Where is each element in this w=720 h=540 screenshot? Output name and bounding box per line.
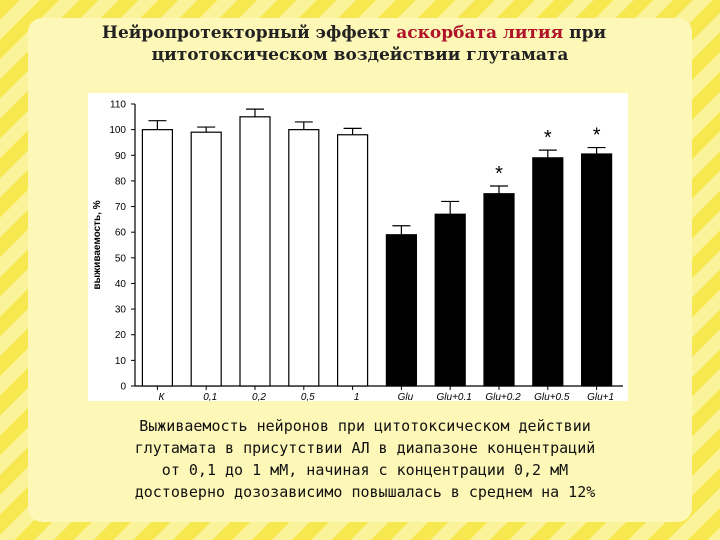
caption: Выживаемость нейронов при цитотоксическо… (80, 415, 650, 503)
significance-marker: * (593, 125, 601, 147)
y-tick-label: 60 (115, 228, 127, 239)
bar (434, 213, 466, 387)
y-tick-label: 50 (115, 253, 127, 264)
x-tick-label: 0,5 (301, 392, 315, 401)
chart-labels: 0 10 20 30 40 50 60 70 80 90 100 110 выживаемость, %… (92, 100, 614, 402)
x-tick-label: Glu+0.5 (534, 392, 570, 401)
significance-marker: * (544, 127, 552, 149)
x-tick-label: Glu (398, 392, 414, 401)
title-line-2: цитотоксическом воздействии глутамата (151, 45, 569, 65)
y-tick-label: 110 (110, 100, 126, 111)
bar-chart: 0 10 20 30 40 50 60 70 80 90 100 110 выживаемость, %… (88, 93, 628, 401)
bar (239, 116, 271, 387)
x-tick-label: Glu+0.1 (437, 392, 472, 401)
x-tick-label: К (158, 392, 165, 401)
bar (337, 134, 369, 387)
caption-line: от 0,1 до 1 мМ, начиная с концентрации 0… (161, 461, 569, 479)
caption-line: Выживаемость нейронов при цитотоксическо… (139, 417, 591, 435)
caption-line: достоверно дозозависимо повышалась в сре… (134, 483, 596, 501)
x-tick-label: 0,1 (203, 392, 217, 401)
y-tick-label: 0 (120, 382, 126, 393)
y-tick-label: 80 (115, 176, 127, 187)
y-tick-label: 30 (115, 305, 127, 316)
bar (581, 153, 613, 387)
y-tick-label: 10 (115, 356, 127, 367)
x-tick-label: 0,2 (252, 392, 266, 401)
title-text-1: Нейропротекторный эффект (101, 23, 397, 43)
bar (190, 131, 222, 387)
y-tick-label: 90 (115, 151, 127, 162)
bar (385, 234, 417, 387)
significance-marker: * (495, 163, 503, 185)
title-line-1: Нейропротекторный эффект аскорбата лития… (0, 22, 720, 44)
bar (141, 129, 174, 387)
slide-title: Нейропротекторный эффект аскорбата лития… (0, 22, 720, 66)
y-tick-label: 20 (115, 330, 127, 341)
title-text-2: при (563, 23, 607, 43)
y-tick-label: 40 (115, 279, 127, 290)
y-tick-label: 70 (115, 202, 127, 213)
chart-bars (141, 108, 613, 387)
x-tick-label: Glu+0.2 (485, 392, 521, 401)
bar (532, 157, 564, 387)
bar (483, 193, 515, 387)
x-tick-label: Glu+1 (587, 392, 614, 401)
caption-line: глутамата в присутствии АЛ в диапазоне к… (134, 439, 596, 457)
y-axis-label: выживаемость, % (92, 200, 103, 289)
bar (288, 129, 320, 387)
y-tick-label: 100 (109, 125, 126, 136)
title-highlight: аскорбата лития (396, 23, 564, 43)
x-tick-label: 1 (354, 392, 360, 401)
